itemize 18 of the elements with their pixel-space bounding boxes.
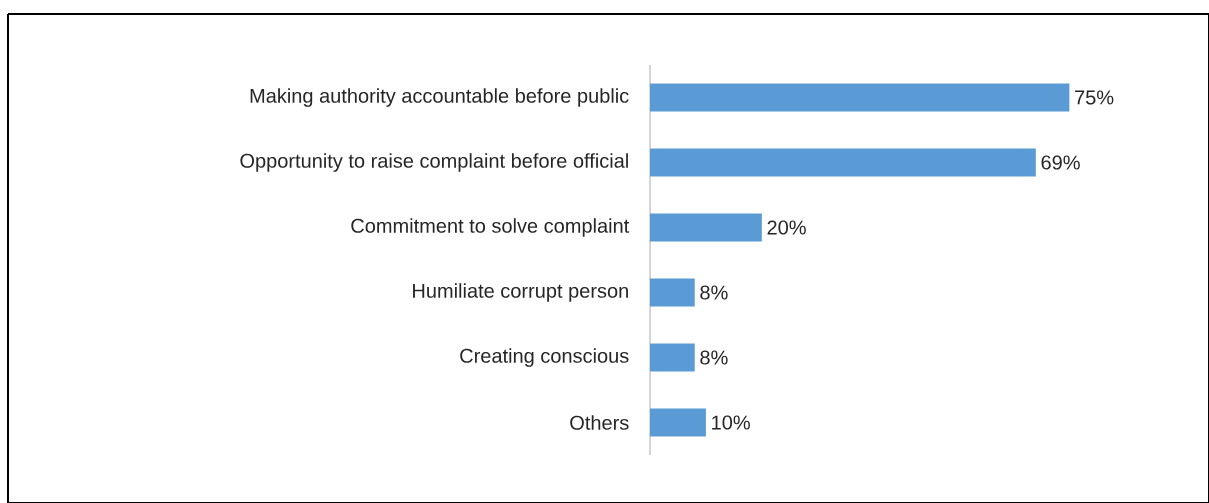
data-label: 8% bbox=[700, 285, 728, 300]
y-tick-label: Humiliate corrupt person bbox=[413, 283, 628, 302]
bar bbox=[650, 83, 1070, 112]
bar bbox=[650, 148, 1036, 177]
y-tick-label: Others bbox=[570, 415, 629, 430]
bar bbox=[650, 343, 695, 372]
bar bbox=[650, 408, 706, 437]
data-label: 20% bbox=[767, 220, 806, 235]
bar bbox=[650, 278, 695, 307]
y-tick-label: Making authority accountable before public bbox=[250, 88, 629, 107]
data-label: 69% bbox=[1041, 155, 1080, 170]
y-tick-label: Creating conscious bbox=[460, 348, 629, 367]
data-label: 8% bbox=[700, 350, 728, 365]
data-label: 10% bbox=[712, 415, 750, 430]
y-tick-label: Commitment to solve complaint bbox=[351, 218, 630, 237]
bar bbox=[650, 213, 762, 242]
data-label: 75% bbox=[1075, 90, 1114, 105]
y-tick-label: Opportunity to raise complaint before official bbox=[240, 153, 628, 172]
